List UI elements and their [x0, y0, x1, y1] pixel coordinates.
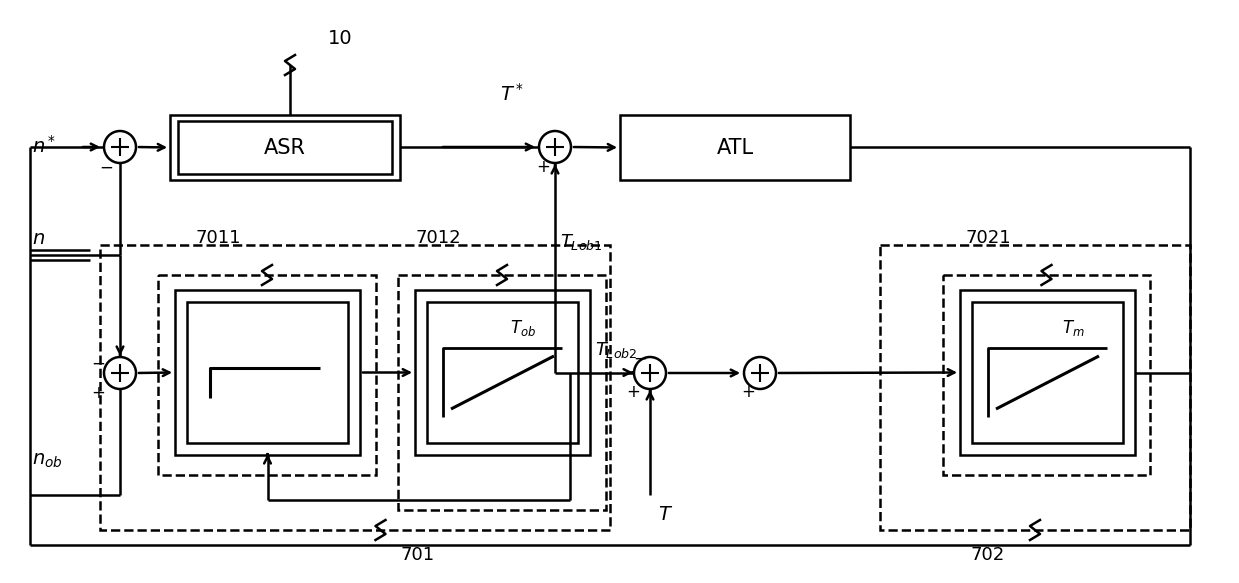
- Bar: [415, 290, 590, 455]
- Text: 7011: 7011: [196, 229, 240, 247]
- Circle shape: [743, 357, 776, 389]
- Text: ATL: ATL: [716, 138, 753, 157]
- Text: $+$: $+$: [741, 383, 755, 401]
- Text: $n_{ob}$: $n_{ob}$: [32, 451, 63, 469]
- Bar: [170, 115, 400, 180]
- Text: 7012: 7012: [415, 229, 461, 247]
- Text: $n^*$: $n^*$: [32, 135, 56, 157]
- Text: $n$: $n$: [32, 229, 45, 248]
- Text: $+$: $+$: [90, 384, 105, 402]
- Bar: [398, 275, 606, 510]
- Circle shape: [104, 357, 136, 389]
- Text: $-$: $-$: [99, 158, 113, 176]
- Text: $T_m$: $T_m$: [1062, 318, 1085, 338]
- Bar: [620, 115, 850, 180]
- Bar: [973, 302, 1123, 443]
- Text: $T_{Lob1}$: $T_{Lob1}$: [560, 232, 602, 252]
- Text: $-$: $-$: [90, 354, 105, 372]
- Circle shape: [104, 131, 136, 163]
- Bar: [175, 290, 361, 455]
- Bar: [159, 275, 375, 475]
- Text: $T$: $T$: [658, 505, 673, 524]
- Circle shape: [634, 357, 667, 389]
- Text: $-$: $-$: [633, 349, 647, 367]
- Text: 702: 702: [971, 546, 1005, 564]
- Bar: [187, 302, 348, 443]
- Text: $T_{Lob2}$: $T_{Lob2}$: [595, 340, 638, 360]
- Text: $+$: $+$: [536, 158, 550, 176]
- Bar: [960, 290, 1135, 455]
- Text: 701: 701: [401, 546, 435, 564]
- Bar: [178, 121, 392, 174]
- Text: 7021: 7021: [965, 229, 1011, 247]
- Text: 10: 10: [327, 29, 352, 47]
- Text: $T_{ob}$: $T_{ob}$: [510, 318, 536, 338]
- Circle shape: [539, 131, 571, 163]
- Bar: [427, 302, 579, 443]
- Text: $+$: $+$: [626, 383, 641, 401]
- Bar: [100, 245, 610, 530]
- Text: $T^*$: $T^*$: [501, 83, 524, 105]
- Text: ASR: ASR: [264, 138, 306, 157]
- Bar: [943, 275, 1150, 475]
- Bar: [880, 245, 1189, 530]
